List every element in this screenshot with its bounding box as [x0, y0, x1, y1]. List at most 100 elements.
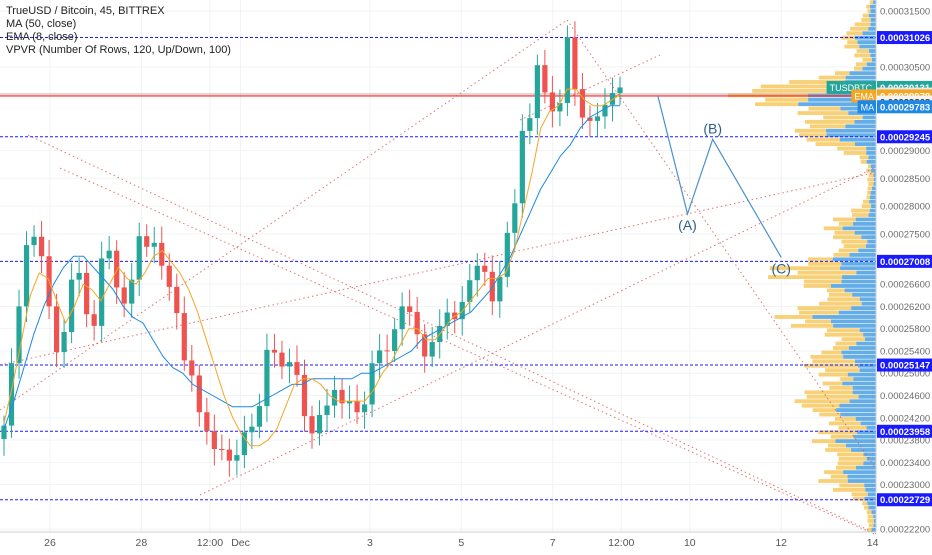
volume-bar-down	[854, 66, 863, 71]
x-tick-label: 12	[775, 537, 787, 549]
volume-bar-up	[868, 13, 876, 18]
volume-bar-down	[866, 195, 871, 200]
volume-bar-down	[835, 341, 857, 346]
volume-bar-up	[845, 75, 876, 80]
marker-name-tag	[857, 100, 876, 114]
candle-body	[204, 412, 210, 432]
y-tick-label: 0.00030500	[880, 62, 930, 73]
candle-body	[407, 306, 413, 312]
volume-bar-up	[859, 328, 876, 333]
candle-body	[324, 405, 330, 416]
volume-bar-up	[870, 190, 876, 195]
volume-bar-up	[826, 133, 876, 138]
candle-body	[587, 117, 593, 121]
volume-bar-down	[806, 394, 859, 399]
volume-bar-up	[852, 390, 876, 395]
volume-bar-down	[818, 75, 846, 80]
volume-bar-down	[836, 465, 857, 470]
volume-bar-down	[834, 417, 856, 421]
candle-body	[549, 92, 555, 112]
volume-bar-down	[827, 297, 860, 302]
candle-body	[497, 276, 503, 302]
volume-bar-down	[752, 88, 839, 93]
volume-bar-down	[856, 49, 870, 53]
volume-bar-up	[847, 474, 876, 479]
volume-bar-down	[774, 315, 813, 319]
wave-label: (B)	[703, 120, 722, 136]
candle-body	[527, 118, 533, 131]
candle-body	[414, 311, 420, 335]
volume-bar-down	[818, 430, 858, 435]
volume-bar-up	[867, 492, 876, 497]
volume-bar-down	[818, 372, 848, 377]
volume-bar-up	[870, 195, 876, 200]
y-tick-label: 0.00025400	[880, 346, 930, 357]
trendline	[199, 139, 932, 496]
volume-bar-down	[862, 199, 870, 204]
volume-bar-down	[837, 461, 864, 466]
volume-bar-up	[807, 93, 876, 98]
y-tick-label: 0.00031500	[880, 7, 930, 18]
volume-bar-down	[830, 434, 854, 439]
volume-bar-up	[798, 102, 876, 107]
volume-bar-up	[856, 465, 876, 470]
volume-bar-up	[866, 146, 876, 151]
candle-body	[38, 236, 45, 257]
volume-bar-up	[869, 49, 876, 53]
volume-bar-up	[847, 372, 876, 377]
candle-body	[286, 362, 293, 367]
volume-bar-down	[818, 479, 848, 483]
wave-label: (A)	[678, 217, 697, 233]
volume-bar-down	[830, 474, 848, 479]
candle-body	[377, 350, 383, 364]
x-tick-label: 28	[136, 537, 148, 549]
volume-bar-up	[867, 239, 876, 244]
volume-bar-up	[857, 430, 876, 435]
volume-bar-up	[868, 26, 876, 31]
volume-bar-down	[832, 487, 866, 492]
volume-bar-up	[873, 182, 876, 186]
marker-price-text: 0.00029783	[880, 102, 930, 113]
volume-bar-down	[790, 323, 834, 328]
volume-bar-up	[840, 266, 876, 271]
volume-bar-down	[769, 266, 841, 271]
volume-bar-down	[825, 448, 852, 452]
volume-bar-up	[842, 381, 876, 386]
volume-bar-down	[867, 519, 874, 523]
volume-bar-up	[863, 452, 876, 457]
volume-bar-up	[858, 248, 876, 253]
level-price-tag	[877, 358, 932, 372]
volume-bar-up	[860, 421, 876, 426]
candle-body	[121, 287, 127, 304]
volume-bar-up	[871, 527, 876, 532]
level-price-text: 0.00029245	[880, 132, 931, 143]
volume-bar-up	[812, 315, 876, 319]
volume-bar-down	[844, 44, 860, 49]
volume-bar-down	[826, 288, 845, 293]
volume-bar-up	[859, 297, 876, 302]
volume-bar-up	[856, 270, 876, 275]
candle-body	[99, 258, 105, 326]
volume-bar-down	[843, 151, 867, 155]
candle-body	[564, 37, 571, 104]
candle-body	[264, 349, 270, 407]
volume-bar-up	[835, 439, 876, 444]
volume-bar-up	[863, 332, 876, 337]
legend-vpvr[interactable]: VPVR (Number Of Rows, 120, Up/Down, 100)	[6, 44, 231, 56]
candle-body	[602, 104, 608, 117]
level-price-tag	[877, 130, 932, 144]
candle-body	[512, 203, 518, 233]
volume-bar-down	[825, 368, 860, 373]
candle-body	[159, 242, 165, 266]
volume-bar-up	[871, 204, 876, 209]
candle-body	[361, 404, 368, 413]
volume-bar-up	[851, 306, 876, 311]
candle-body	[144, 236, 150, 247]
legend-ma[interactable]: MA (50, close)	[6, 18, 77, 30]
volume-bar-down	[829, 292, 853, 297]
volume-bar-up	[865, 337, 876, 342]
x-tick-label: 5	[458, 537, 464, 549]
legend-ema[interactable]: EMA (8, close)	[6, 31, 78, 43]
